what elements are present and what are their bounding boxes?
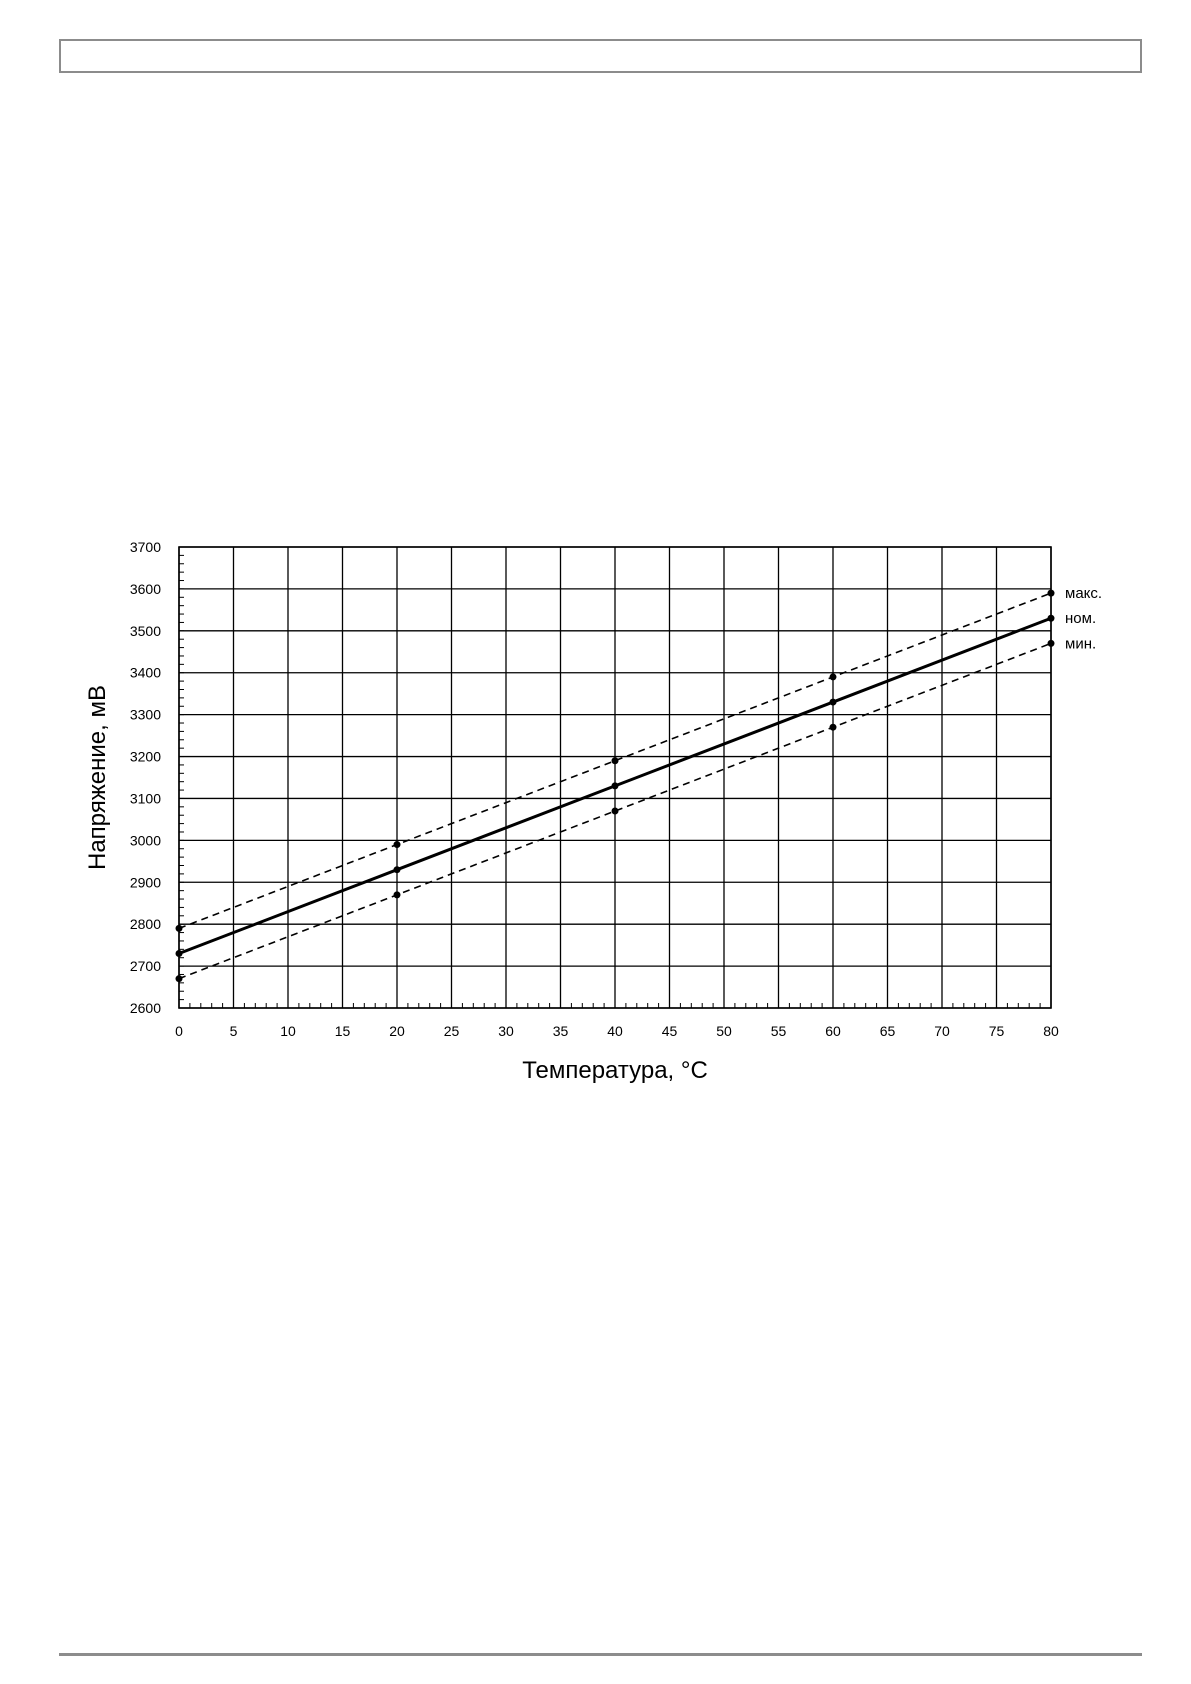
x-tick-label: 10 — [280, 1023, 296, 1039]
y-tick-label: 2600 — [130, 1000, 161, 1016]
data-point — [611, 807, 619, 815]
x-tick-label: 35 — [553, 1023, 569, 1039]
y-tick-label: 3500 — [130, 623, 161, 639]
data-point — [393, 866, 401, 874]
data-point — [1047, 614, 1055, 622]
data-point — [611, 782, 619, 790]
data-point — [393, 891, 401, 899]
data-point — [829, 698, 837, 706]
y-tick-label: 3600 — [130, 581, 161, 597]
data-point — [175, 950, 183, 958]
data-point — [829, 723, 837, 731]
series-label: мин. — [1065, 635, 1096, 652]
x-tick-label: 70 — [934, 1023, 950, 1039]
x-tick-label: 50 — [716, 1023, 732, 1039]
x-tick-label: 80 — [1043, 1023, 1059, 1039]
y-tick-label: 3200 — [130, 749, 161, 765]
x-tick-label: 20 — [389, 1023, 405, 1039]
header-box — [59, 39, 1142, 73]
x-tick-label: 0 — [175, 1023, 183, 1039]
x-tick-label: 30 — [498, 1023, 514, 1039]
x-tick-label: 40 — [607, 1023, 623, 1039]
x-axis-label: Температура, °C — [522, 1057, 708, 1084]
data-point — [175, 924, 183, 932]
x-tick-label: 25 — [444, 1023, 460, 1039]
data-point — [175, 975, 183, 983]
y-axis-label: Напряжение, мВ — [84, 685, 111, 870]
x-tick-label: 15 — [335, 1023, 351, 1039]
data-point — [393, 841, 401, 849]
y-tick-label: 3300 — [130, 707, 161, 723]
data-point — [829, 673, 837, 681]
x-tick-label: 45 — [662, 1023, 678, 1039]
data-point — [611, 757, 619, 765]
y-tick-label: 3000 — [130, 832, 161, 848]
x-tick-label: 65 — [880, 1023, 896, 1039]
y-tick-label: 3700 — [130, 539, 161, 555]
x-tick-label: 60 — [825, 1023, 841, 1039]
x-tick-label: 55 — [771, 1023, 787, 1039]
y-tick-label: 2700 — [130, 958, 161, 974]
data-point — [1047, 589, 1055, 597]
data-point — [1047, 639, 1055, 647]
y-tick-label: 2800 — [130, 916, 161, 932]
footer-rule — [59, 1653, 1142, 1656]
x-tick-label: 75 — [989, 1023, 1005, 1039]
x-tick-label: 5 — [230, 1023, 238, 1039]
series-label: макс. — [1065, 585, 1102, 602]
y-tick-label: 2900 — [130, 874, 161, 890]
y-tick-label: 3400 — [130, 665, 161, 681]
y-tick-label: 3100 — [130, 790, 161, 806]
plot-frame — [178, 546, 1052, 1009]
series-label: ном. — [1065, 610, 1096, 627]
